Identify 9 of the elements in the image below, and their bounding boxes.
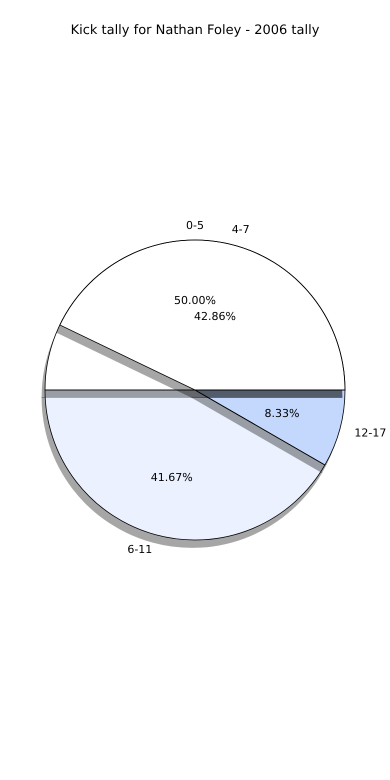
slice-label: 0-5	[186, 218, 204, 232]
slice-label: 12-17	[354, 426, 386, 440]
data-label: 42.86%	[194, 310, 236, 324]
slice-label: 4-7	[232, 222, 250, 236]
slice-label: 6-11	[127, 543, 152, 556]
chart-title: Kick tally for Nathan Foley - 2006 tally	[70, 23, 320, 38]
data-label: 8.33%	[264, 407, 300, 420]
data-label: 41.67%	[150, 470, 193, 484]
data-label: 50.00%	[174, 294, 216, 307]
